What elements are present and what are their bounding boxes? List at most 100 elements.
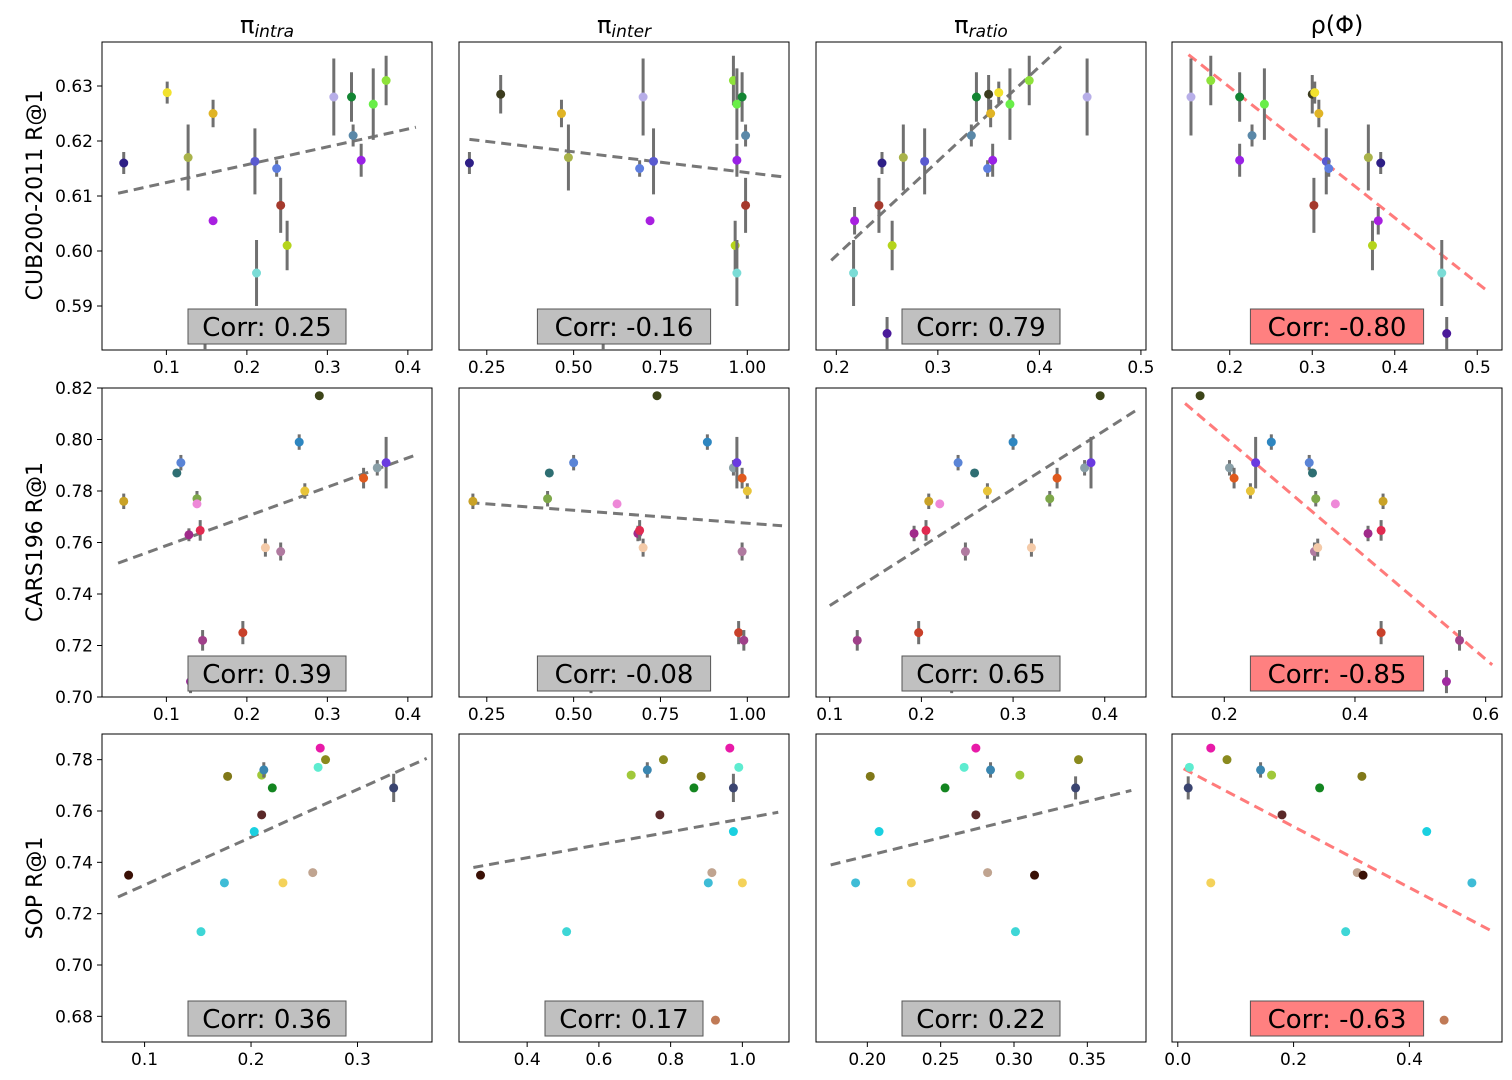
column-title-rho-phi: ρ(Φ) (1311, 11, 1364, 39)
data-point (1310, 88, 1320, 98)
data-point (983, 164, 993, 173)
x-tick-label: 0.2 (1216, 358, 1243, 378)
panel-3-4: 0.0 0.2 0.4 Corr: -0.63 (1164, 733, 1503, 1070)
x-tick-label: 0.1 (153, 358, 180, 378)
axes-frame (458, 387, 790, 698)
row-label-sop: SOP R@1 (23, 837, 48, 940)
plot-area (830, 42, 1092, 350)
data-point (1086, 458, 1096, 468)
data-point (737, 473, 747, 483)
data-point (935, 499, 945, 509)
x-tick-label: 0.2 (823, 358, 850, 378)
data-point (1010, 927, 1020, 937)
data-point (381, 76, 391, 85)
data-point (1467, 878, 1477, 888)
data-point (278, 878, 288, 888)
corr-box (187, 655, 347, 692)
y-tick-label: 0.61 (55, 187, 93, 207)
axes-frame (815, 387, 1147, 698)
column-title-pi-ratio: πratio (954, 11, 1008, 42)
data-point (252, 268, 262, 278)
data-point (1259, 99, 1269, 109)
data-point (728, 783, 738, 793)
corr-label: Corr: 0.25 (202, 313, 331, 343)
x-tick-label: 0.2 (908, 705, 935, 725)
x-tick-label: 0.2 (1280, 1050, 1307, 1070)
x-tick-label: 0.5 (1127, 358, 1154, 378)
axes-frame (1171, 387, 1503, 698)
axes-frame (815, 733, 1147, 1043)
corr-box (901, 1000, 1061, 1037)
x-tick-label: 0.25 (468, 705, 506, 725)
y-tick-label: 0.74 (55, 585, 93, 605)
x-tick-label: 0.3 (344, 1050, 371, 1070)
data-point (348, 131, 358, 140)
data-point (732, 458, 742, 468)
data-point (294, 437, 304, 447)
data-point (638, 543, 648, 553)
corr-label: Corr: -0.16 (555, 313, 694, 343)
data-point (1267, 770, 1277, 780)
data-point (544, 468, 554, 478)
data-point (737, 92, 747, 102)
plot-area (1186, 53, 1487, 350)
data-point (1358, 870, 1368, 880)
data-point (741, 200, 751, 210)
data-point (1256, 765, 1266, 775)
y-tick-label: 0.72 (55, 905, 93, 925)
corr-label: Corr: -0.85 (1268, 660, 1407, 690)
data-point (852, 635, 862, 645)
data-point (260, 543, 270, 553)
data-point (1309, 200, 1319, 210)
x-tick-label: 1.0 (729, 1050, 756, 1070)
data-point (1206, 878, 1216, 888)
panels: 0.1 0.2 0.3 0.4 0.59 0.60 0.61 0.62 0.63 Corr: 0.… (55, 41, 1503, 1070)
corr-box (901, 308, 1061, 345)
data-point (1422, 827, 1432, 837)
data-point (1437, 268, 1447, 278)
data-point (920, 156, 930, 166)
data-point (1195, 391, 1205, 401)
y-tick-label: 0.74 (55, 853, 93, 873)
x-tick-label: 0.6 (1472, 705, 1499, 725)
trend-line (117, 125, 417, 195)
corr-box (901, 655, 1061, 692)
x-tick-label: 0.35 (1068, 1050, 1106, 1070)
axes-frame (458, 733, 790, 1043)
corr-box (1249, 655, 1425, 692)
data-point (315, 743, 325, 753)
row-labels: CUB200-2011 R@1 CARS196 R@1 SOP R@1 (23, 90, 48, 940)
data-point (276, 200, 286, 210)
data-point (464, 158, 474, 168)
data-point (119, 158, 129, 168)
corr-label: Corr: -0.80 (1268, 313, 1407, 343)
panel-1-2: 0.25 0.50 0.75 1.00 Corr: -0.16 (458, 41, 790, 378)
panel-2-3: 0.1 0.2 0.3 0.4 Corr: 0.65 (815, 387, 1147, 725)
y-tick-label: 0.78 (55, 482, 93, 502)
data-point (389, 783, 399, 793)
data-point (267, 783, 277, 793)
data-point (1378, 496, 1388, 506)
plot-area (117, 391, 417, 694)
data-point (887, 241, 897, 250)
data-point (1324, 164, 1334, 173)
data-point (569, 458, 579, 468)
data-point (851, 878, 861, 888)
data-point (1313, 543, 1323, 553)
data-point (195, 525, 205, 535)
axes-frame (1171, 41, 1503, 351)
data-point (208, 109, 218, 118)
x-tick-label: 0.75 (642, 358, 680, 378)
panel-3-3: 0.20 0.25 0.30 0.35 Corr: 0.22 (815, 733, 1147, 1070)
y-tick-label: 0.70 (55, 956, 93, 976)
y-tick-label: 0.82 (55, 379, 93, 399)
data-point (1367, 241, 1377, 250)
data-point (223, 771, 233, 781)
data-point (1441, 677, 1451, 687)
data-point (850, 216, 860, 226)
corr-box (1249, 1000, 1425, 1037)
x-tick-label: 0.1 (131, 1050, 158, 1070)
corr-box (187, 1000, 347, 1037)
data-point (725, 743, 735, 753)
axes-frame (815, 41, 1147, 351)
